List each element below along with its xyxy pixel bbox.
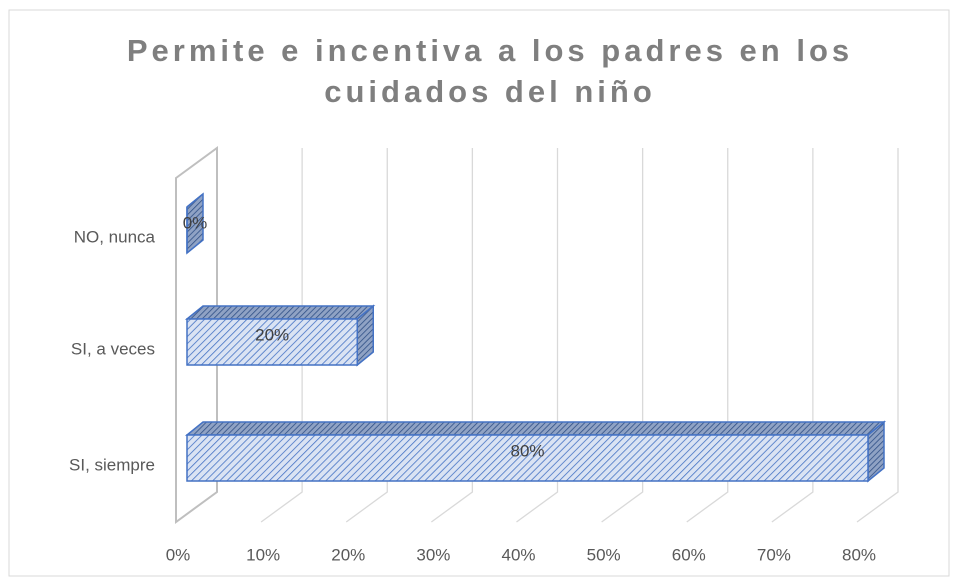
bar-top bbox=[184, 305, 376, 320]
grid-line bbox=[260, 148, 303, 523]
y-tick-label: NO, nunca bbox=[74, 227, 156, 246]
y-tick-label: SI, siempre bbox=[69, 455, 155, 474]
x-tick-label: 60% bbox=[672, 545, 706, 564]
x-tick-label: 30% bbox=[416, 545, 450, 564]
grid-line bbox=[771, 148, 814, 523]
data-label: 0% bbox=[183, 213, 208, 232]
x-tick-label: 0% bbox=[166, 545, 191, 564]
side-wall bbox=[175, 146, 218, 524]
data-label: 80% bbox=[510, 441, 544, 460]
x-tick-label: 20% bbox=[331, 545, 365, 564]
x-tick-label: 80% bbox=[842, 545, 876, 564]
x-tick-label: 40% bbox=[501, 545, 535, 564]
data-label: 20% bbox=[255, 325, 289, 344]
bar-front bbox=[186, 318, 358, 366]
grid-line bbox=[601, 148, 644, 523]
x-tick-label: 70% bbox=[757, 545, 791, 564]
x-tick-label: 50% bbox=[587, 545, 621, 564]
grid-line bbox=[686, 148, 729, 523]
chart-border bbox=[8, 9, 950, 577]
y-tick-label: SI, a veces bbox=[71, 339, 155, 358]
grid-line bbox=[856, 148, 899, 523]
bar-front bbox=[186, 434, 869, 482]
x-tick-label: 10% bbox=[246, 545, 280, 564]
chart-title: Permite e incentiva a los padres en los … bbox=[126, 33, 854, 109]
bar bbox=[184, 420, 887, 483]
grid-line bbox=[516, 148, 559, 523]
bar-top bbox=[184, 421, 887, 436]
bar bbox=[184, 304, 376, 367]
grid-line bbox=[345, 148, 388, 523]
bar bbox=[186, 192, 204, 255]
grid-line bbox=[430, 148, 474, 523]
